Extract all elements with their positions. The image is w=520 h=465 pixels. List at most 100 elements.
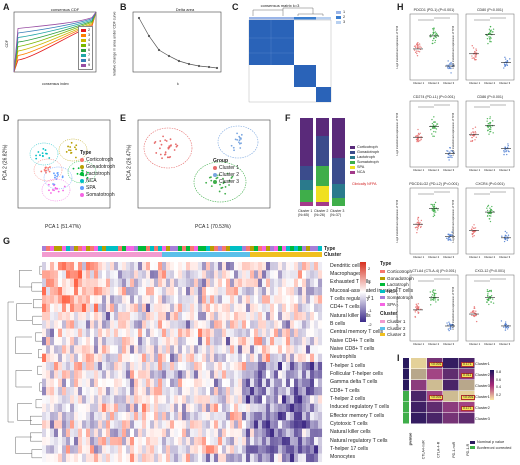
h-point xyxy=(448,156,450,159)
heatmap-cell xyxy=(58,345,63,354)
heatmap-cell xyxy=(62,337,67,346)
heatmap-cell xyxy=(118,453,123,463)
dendrogram-branch xyxy=(7,301,14,423)
heatmap-cell xyxy=(106,320,111,329)
heatmap-cell xyxy=(50,445,55,454)
heatmap-cell xyxy=(298,287,303,296)
legend-swatch xyxy=(336,10,341,14)
h-point xyxy=(448,64,450,66)
heatmap-cell xyxy=(66,428,71,438)
heatmap-cell xyxy=(306,337,311,346)
heatmap-cell xyxy=(46,387,51,396)
heatmap-cell xyxy=(238,395,243,404)
heatmap-cell xyxy=(274,387,279,396)
h-scatter-plot xyxy=(409,187,459,255)
h-point xyxy=(451,156,453,159)
heatmap-cell xyxy=(194,370,199,379)
heatmap-cell xyxy=(154,412,159,421)
heatmap-cell xyxy=(74,353,79,363)
h-xlabel: Cluster 2 xyxy=(484,342,496,346)
panel-label-h: H xyxy=(397,2,404,12)
pca-point xyxy=(160,143,163,146)
heatmap-cell xyxy=(226,378,231,388)
heatmap-cell xyxy=(178,278,183,288)
heatmap-cell xyxy=(270,395,275,404)
heatmap-cell xyxy=(218,295,223,304)
h-point xyxy=(507,234,510,236)
heatmap-cell xyxy=(46,412,51,421)
heatmap-cell xyxy=(298,303,303,313)
heatmap-cell xyxy=(126,420,131,429)
h-point xyxy=(486,294,489,297)
legend-swatch xyxy=(336,15,341,19)
type-annotation xyxy=(162,246,166,251)
heatmap-cell xyxy=(74,395,79,404)
cluster-annotation xyxy=(278,252,282,257)
heatmap-cell xyxy=(214,412,219,421)
heatmap-cell xyxy=(258,287,263,296)
heatmap-cell xyxy=(182,353,187,363)
legend-item: Gonadotroph xyxy=(380,276,414,283)
heatmap-cell xyxy=(122,378,127,388)
pca-point xyxy=(239,137,242,140)
heatmap-cell xyxy=(298,420,303,429)
type-annotation xyxy=(226,246,230,251)
heatmap-cell xyxy=(86,262,91,271)
heatmap-cell xyxy=(74,287,79,296)
heatmap-cell xyxy=(170,345,175,354)
heatmap-cell xyxy=(54,395,59,404)
h-point xyxy=(503,153,505,156)
legend-item: Somatotroph xyxy=(380,295,414,302)
heatmap-cell xyxy=(278,287,283,296)
heatmap-cell xyxy=(66,412,71,421)
panel-e-xlabel: PCA 1 (70.53%) xyxy=(195,224,231,230)
heatmap-cell xyxy=(246,353,251,363)
heatmap-cell xyxy=(54,378,59,388)
heatmap-cell xyxy=(66,278,71,288)
heatmap-cell xyxy=(42,403,47,413)
heatmap-cell xyxy=(42,345,47,354)
heatmap-cell xyxy=(302,420,307,429)
heatmap-cell xyxy=(182,278,187,288)
h-point xyxy=(432,31,434,34)
heatmap-cell xyxy=(274,378,279,388)
heatmap-cell xyxy=(202,295,207,304)
heatmap-cell xyxy=(66,370,71,379)
heatmap-cell xyxy=(70,320,75,329)
heatmap-cell xyxy=(182,420,187,429)
pca-point xyxy=(164,151,167,154)
heatmap-cell xyxy=(226,278,231,288)
legend-item: Somatotroph xyxy=(350,160,379,165)
heatmap-row-label: T-helper 2 cells xyxy=(330,396,366,403)
heatmap-cell xyxy=(274,420,279,429)
h-point xyxy=(416,307,418,309)
legend-item: 6 xyxy=(81,48,90,53)
heatmap-cell xyxy=(254,403,259,413)
h-point xyxy=(448,159,450,161)
heatmap-cell xyxy=(146,287,151,296)
heatmap-cell xyxy=(202,428,207,438)
heatmap-cell xyxy=(66,328,71,338)
heatmap-cell xyxy=(290,270,295,279)
heatmap-cell xyxy=(182,370,187,379)
heatmap-cell xyxy=(158,262,163,271)
heatmap-cell xyxy=(198,437,203,446)
pca-point xyxy=(42,147,45,150)
heatmap-cell xyxy=(194,312,199,321)
heatmap-cell xyxy=(50,270,55,279)
heatmap-cell xyxy=(206,345,211,354)
heatmap-cell xyxy=(166,295,171,304)
cluster-annotation xyxy=(270,252,274,257)
heatmap-cell xyxy=(310,412,315,421)
h-point xyxy=(486,209,489,212)
pvalue-group-bar xyxy=(403,413,409,424)
h-point xyxy=(473,224,475,226)
heatmap-cell xyxy=(318,453,323,463)
heatmap-cell xyxy=(242,270,247,279)
heatmap-cell xyxy=(266,278,271,288)
heatmap-cell xyxy=(62,312,67,321)
heatmap-cell xyxy=(130,278,135,288)
h-point xyxy=(504,234,507,236)
heatmap-cell xyxy=(218,270,223,279)
heatmap-cell xyxy=(258,262,263,271)
